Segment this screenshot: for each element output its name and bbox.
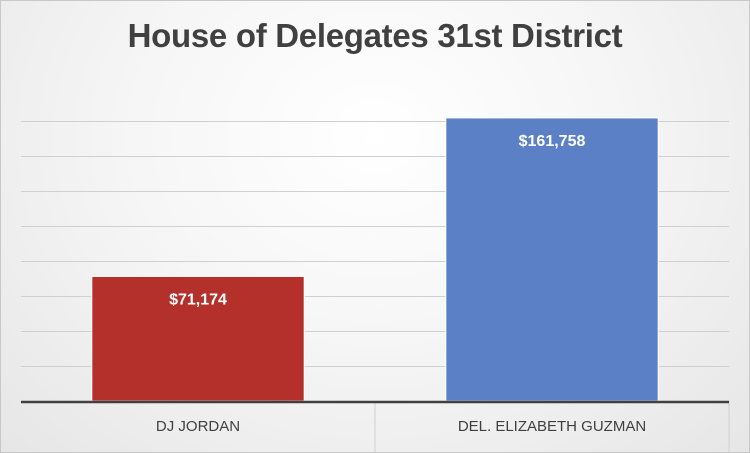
bar-0 <box>91 275 305 402</box>
category-label-1: DEL. ELIZABETH GUZMAN <box>458 418 646 435</box>
data-label-1: $161,758 <box>519 133 586 150</box>
chart-title: House of Delegates 31st District <box>127 17 623 54</box>
bar-1 <box>445 117 659 402</box>
data-label-0: $71,174 <box>169 291 227 308</box>
category-label-0: DJ JORDAN <box>156 418 240 435</box>
